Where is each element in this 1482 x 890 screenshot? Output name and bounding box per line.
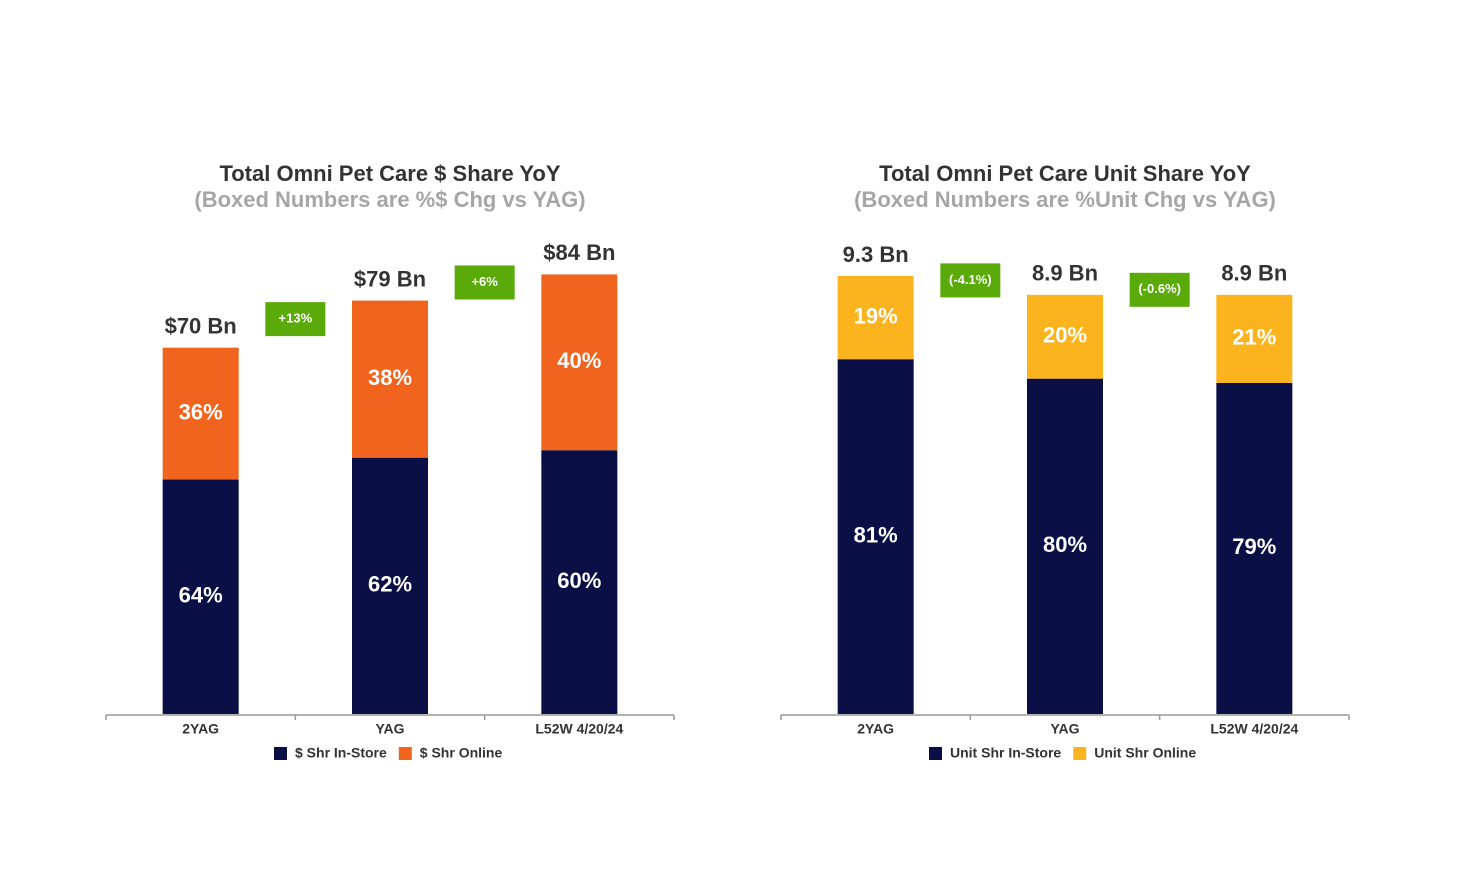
change-box xyxy=(940,263,1001,298)
legend-swatch xyxy=(274,747,287,760)
segment-label: 38% xyxy=(368,365,412,390)
legend-label: Unit Shr In-Store xyxy=(950,745,1061,761)
legend-swatch xyxy=(398,747,412,760)
change-box xyxy=(265,302,326,337)
total-label: $84 Bn xyxy=(543,240,615,265)
bar-segment xyxy=(837,359,914,714)
segment-label: 60% xyxy=(557,568,601,593)
bar-segment xyxy=(1027,378,1103,714)
change-box xyxy=(454,265,515,300)
x-tick-label: YAG xyxy=(1050,721,1079,737)
segment-label: 80% xyxy=(1043,532,1087,557)
bar-segment xyxy=(162,347,239,480)
segment-label: 81% xyxy=(854,522,898,547)
x-tick-label: 2YAG xyxy=(182,721,219,737)
legend-swatch xyxy=(1073,747,1087,760)
bar-segment xyxy=(1216,382,1293,714)
bar-segment xyxy=(837,275,914,360)
segment-label: 64% xyxy=(179,583,223,608)
segment-label: 36% xyxy=(179,399,223,424)
bar-segment xyxy=(352,300,428,458)
segment-label: 21% xyxy=(1232,325,1276,350)
change-box xyxy=(1129,272,1190,307)
segment-label: 62% xyxy=(368,572,412,597)
total-label: $79 Bn xyxy=(354,266,426,291)
legend-swatch xyxy=(929,747,942,760)
bar-segment xyxy=(162,479,239,714)
change-label: (-4.1%) xyxy=(949,272,992,287)
bar-segment xyxy=(1027,294,1103,379)
total-label: $70 Bn xyxy=(165,313,237,338)
bar-segment xyxy=(352,457,428,714)
x-tick-label: L52W 4/20/24 xyxy=(1210,721,1298,737)
chart-title: Total Omni Pet Care Unit Share YoY xyxy=(879,161,1251,186)
bar-segment xyxy=(541,274,618,451)
bar-segment xyxy=(541,450,618,714)
total-label: 8.9 Bn xyxy=(1032,261,1098,286)
chart-subtitle: (Boxed Numbers are %$ Chg vs YAG) xyxy=(194,187,585,212)
change-label: +6% xyxy=(471,274,498,289)
change-label: (-0.6%) xyxy=(1138,281,1181,296)
x-tick-label: L52W 4/20/24 xyxy=(535,721,623,737)
segment-label: 79% xyxy=(1232,534,1276,559)
legend-label: $ Shr Online xyxy=(420,745,503,761)
x-tick-label: 2YAG xyxy=(857,721,894,737)
chart-title: Total Omni Pet Care $ Share YoY xyxy=(219,161,560,186)
segment-label: 19% xyxy=(854,303,898,328)
total-label: 9.3 Bn xyxy=(843,242,909,267)
chart-subtitle: (Boxed Numbers are %Unit Chg vs YAG) xyxy=(854,187,1276,212)
total-label: 8.9 Bn xyxy=(1221,261,1287,286)
change-label: +13% xyxy=(279,311,313,326)
legend-label: Unit Shr Online xyxy=(1094,745,1196,761)
x-tick-label: YAG xyxy=(375,721,404,737)
segment-label: 20% xyxy=(1043,323,1087,348)
legend-label: $ Shr In-Store xyxy=(295,745,387,761)
bar-segment xyxy=(1216,294,1293,383)
segment-label: 40% xyxy=(557,348,601,373)
